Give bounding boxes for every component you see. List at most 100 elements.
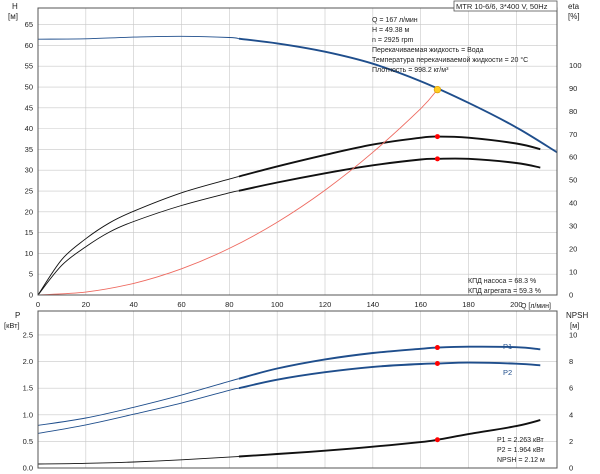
upper-y-left-tick-label: 40 — [25, 124, 33, 133]
p1-value-text: P1 = 2.263 кВт — [497, 437, 545, 444]
upper-y-right-tick-label: 0 — [569, 291, 573, 300]
upper-y-left-tick-label: 5 — [29, 270, 33, 279]
lower-y-left-tick-label: 0.0 — [23, 464, 33, 473]
upper-x-tick-label: 0 — [36, 300, 40, 309]
upper-plot-frame — [37, 7, 558, 296]
lower-y-left-tick-label: 0.5 — [23, 437, 33, 446]
lower-y-right-label: NPSH — [566, 311, 588, 320]
upper-x-tick-label: 160 — [414, 300, 427, 309]
model-box-frame — [453, 0, 558, 12]
lower-y-left-label: P — [15, 311, 20, 320]
upper-y-left-label: H — [12, 2, 18, 11]
upper-chart: 0 20 40 60 80 100 120 140 160 180 2000510152025303… — [8, 0, 582, 310]
upper-x-tick-label: 180 — [462, 300, 475, 309]
p1-curve-label: P1 — [503, 342, 512, 351]
upper-y-right-tick-label: 90 — [569, 84, 577, 93]
upper-y-right-tick-label: 40 — [569, 199, 577, 208]
upper-y-left-tick-label: 0 — [29, 291, 33, 300]
lower-y-left-tick-label: 1.5 — [23, 384, 33, 393]
upper-y-left-unit: [м] — [8, 12, 18, 21]
upper-y-left-tick-label: 60 — [25, 41, 33, 50]
npsh-curve-thin — [37, 456, 239, 465]
upper-y-right-tick-label: 50 — [569, 176, 577, 185]
info-line-speed: n = 2925 rpm — [372, 37, 414, 44]
pump-efficiency-text: КПД насоса = 68.3 % — [468, 278, 536, 285]
upper-x-tick-label: 80 — [225, 300, 233, 309]
eta-unit-point — [434, 156, 440, 162]
upper-y-right-tick-label: 80 — [569, 107, 577, 116]
info-block: Q = 167 л/мин H = 49.38 м n = 2925 rpm П… — [372, 17, 528, 74]
upper-y-right-unit: [%] — [568, 12, 580, 21]
upper-x-tick-label: 120 — [319, 300, 332, 309]
upper-y-left-tick-label: 65 — [25, 20, 33, 29]
model-label: MTR 10-6/6, 3*400 V, 50Hz — [456, 2, 548, 11]
npsh-point — [434, 437, 440, 443]
upper-x-tick-label: 20 — [82, 300, 90, 309]
lower-y-left-tick-label: 2.0 — [23, 357, 33, 366]
upper-y-left-tick-label: 15 — [25, 228, 33, 237]
eta-pump-point — [434, 134, 440, 140]
upper-y-right-tick-label: 70 — [569, 130, 577, 139]
upper-y-left-tick-label: 50 — [25, 83, 33, 92]
unit-efficiency-text: КПД агрегата = 59.3 % — [468, 288, 541, 295]
eta_unit-curve — [238, 157, 541, 192]
eta_unit-curve-thin — [37, 190, 239, 296]
duty-point — [433, 85, 442, 94]
lower-y-right-tick-label: 10 — [569, 330, 577, 339]
eta_pump-curve-thin — [37, 176, 240, 296]
npsh-curve — [238, 419, 541, 458]
p1-curve — [238, 345, 541, 380]
head-curve — [238, 37, 558, 154]
upper-y-left-tick-label: 30 — [25, 166, 33, 175]
upper-y-right-tick-label: 10 — [569, 268, 577, 277]
info-line-flow: Q = 167 л/мин — [372, 17, 418, 24]
npsh-value-text: NPSH = 2.12 м — [497, 457, 545, 464]
eta_pump-curve — [238, 135, 541, 178]
upper-y-left-tick-label: 20 — [25, 207, 33, 216]
system-curve — [37, 89, 438, 296]
upper-x-tick-label: 200 — [510, 300, 523, 309]
lower-y-right-tick-label: 6 — [569, 384, 573, 393]
upper-x-tick-label: 100 — [271, 300, 284, 309]
lower-y-left-unit: [кВт] — [4, 321, 20, 330]
p1-point — [434, 345, 440, 351]
upper-y-right-tick-label: 60 — [569, 153, 577, 162]
upper-y-left-tick-label: 55 — [25, 62, 33, 71]
upper-y-right-tick-label: 100 — [569, 61, 582, 70]
upper-x-tick-label: 60 — [177, 300, 185, 309]
model-box: MTR 10-6/6, 3*400 V, 50Hz — [453, 0, 558, 12]
upper-y-left-tick-label: 35 — [25, 145, 33, 154]
lower-y-left-tick-label: 1.0 — [23, 410, 33, 419]
upper-y-left-tick-label: 45 — [25, 103, 33, 112]
upper-x-tick-label: 140 — [367, 300, 380, 309]
lower-y-right-tick-label: 4 — [569, 410, 573, 419]
lower-y-left-tick-label: 2.5 — [23, 330, 33, 339]
info-line-density: Плотность = 998.2 кг/м³ — [372, 67, 449, 74]
p2-value-text: P2 = 1.964 кВт — [497, 447, 545, 454]
upper-y-right-tick-label: 30 — [569, 222, 577, 231]
upper-y-left-tick-label: 25 — [25, 187, 33, 196]
lower-chart: 0.0 0.5 1.0 1.5 2.0 2.5 0 2 4 6 8 10 P [кВт] NPSH [… — [4, 310, 588, 473]
power-block: P1 = 2.263 кВт P2 = 1.964 кВт NPSH = 2.1… — [497, 437, 545, 464]
efficiency-block: КПД насоса = 68.3 % КПД агрегата = 59.3 … — [468, 278, 541, 295]
lower-y-right-tick-label: 0 — [569, 464, 573, 473]
info-line-liquid: Перекачиваемая жидкость = Вода — [372, 47, 484, 54]
lower-y-right-tick-label: 8 — [569, 357, 573, 366]
p2-point — [434, 360, 440, 366]
lower-plot-frame — [37, 310, 558, 469]
info-line-head: H = 49.38 м — [372, 27, 409, 34]
upper-y-left-tick-label: 10 — [25, 249, 33, 258]
lower-y-right-unit: [м] — [570, 321, 579, 330]
upper-y-right-label: eta — [568, 2, 580, 11]
upper-x-label: Q [л/мин] — [521, 303, 551, 310]
p2-curve-thin — [37, 387, 239, 434]
lower-y-right-tick-label: 2 — [569, 437, 573, 446]
upper-x-tick-label: 40 — [129, 300, 137, 309]
p1-curve-thin — [37, 378, 240, 426]
info-line-temperature: Температура перекачиваемой жидкости = 20… — [372, 56, 528, 64]
p2-curve — [238, 361, 541, 390]
upper-y-right-tick-label: 20 — [569, 245, 577, 254]
p2-curve-label: P2 — [503, 368, 512, 377]
head-curve-thin — [37, 35, 239, 40]
